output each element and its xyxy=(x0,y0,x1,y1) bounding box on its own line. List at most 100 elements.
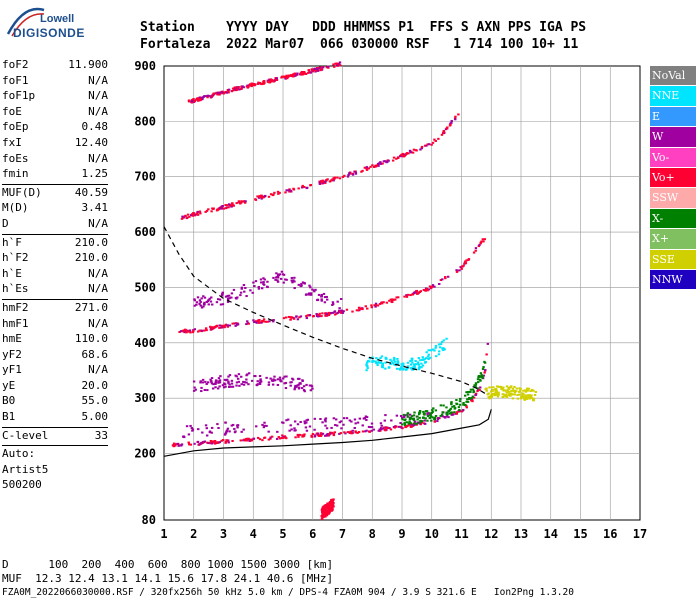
data-point-sse xyxy=(508,392,511,395)
data-point-w xyxy=(336,300,339,303)
data-point-vo xyxy=(223,91,226,94)
data-point-w xyxy=(263,421,266,424)
data-point-vo xyxy=(325,433,328,436)
data-point-x xyxy=(440,413,444,416)
data-point-nne xyxy=(368,360,371,363)
data-point-sse xyxy=(488,396,492,399)
data-point-vo xyxy=(294,436,297,439)
data-point-nne xyxy=(434,346,437,349)
data-point-vo xyxy=(193,442,196,445)
data-point-vo xyxy=(196,97,199,100)
data-point-vo xyxy=(193,99,197,102)
data-point-vo xyxy=(187,441,190,444)
data-point-w xyxy=(249,289,252,292)
param-name: yF2 xyxy=(2,347,22,361)
data-point-vo xyxy=(351,429,354,432)
data-point-vo xyxy=(199,212,202,215)
data-point-w xyxy=(266,280,269,283)
data-point-vo xyxy=(347,173,350,176)
auto-line2: Artist5 xyxy=(2,462,49,476)
data-point-w xyxy=(266,286,269,289)
data-point-vo xyxy=(415,289,418,292)
data-point-vo xyxy=(190,100,194,103)
data-point-w xyxy=(294,385,298,388)
data-point-vo xyxy=(365,168,369,171)
data-point-vo xyxy=(479,242,482,245)
data-point-vo xyxy=(270,79,273,82)
data-point-vo xyxy=(250,82,253,85)
data-point-x xyxy=(442,404,445,407)
data-point-vo xyxy=(302,70,305,73)
data-point-w xyxy=(255,425,258,428)
data-point-vo xyxy=(235,88,239,91)
data-point-vo xyxy=(381,427,385,430)
data-point-vo xyxy=(420,147,423,150)
data-point-sse xyxy=(502,389,505,392)
data-point-x xyxy=(453,407,457,410)
data-point-w xyxy=(182,435,185,438)
data-point-vo xyxy=(188,215,191,218)
data-point-vo xyxy=(320,509,324,512)
data-point-w xyxy=(320,293,323,296)
data-point-w xyxy=(305,421,308,424)
data-point-vo xyxy=(244,200,247,203)
data-point-w xyxy=(299,285,302,288)
data-point-sse xyxy=(527,387,531,390)
data-point-vo xyxy=(412,148,416,151)
y-tick-label: 900 xyxy=(134,59,156,73)
data-point-w xyxy=(224,383,227,386)
data-point-w xyxy=(290,381,293,384)
data-point-w xyxy=(199,381,202,384)
data-point-sse xyxy=(526,389,530,392)
data-point-vo xyxy=(220,91,224,94)
legend-item-vo: Vo- xyxy=(650,147,696,167)
data-point-vo xyxy=(387,159,390,162)
data-point-w xyxy=(370,426,374,429)
data-point-vo xyxy=(204,210,207,213)
data-point-w xyxy=(226,300,230,303)
data-point-w xyxy=(244,286,247,289)
data-point-vo xyxy=(239,439,242,442)
data-point-x xyxy=(466,398,469,401)
data-point-vo xyxy=(247,322,250,325)
data-point-vo xyxy=(482,240,485,243)
data-point-x xyxy=(476,378,480,381)
data-point-vo xyxy=(324,180,327,183)
data-point-sse xyxy=(532,397,535,400)
data-point-vo xyxy=(447,416,450,419)
param-value: 20.0 xyxy=(81,378,109,392)
data-point-vo xyxy=(215,441,219,444)
y-tick-label: 800 xyxy=(134,114,156,128)
data-point-vo xyxy=(223,326,226,329)
data-point-vo xyxy=(424,289,427,292)
data-point-vo xyxy=(206,96,209,99)
x-tick-label: 14 xyxy=(544,527,558,541)
data-point-sse xyxy=(512,389,515,392)
data-point-vo xyxy=(172,445,176,448)
param-row: foF1 N/A xyxy=(2,74,108,90)
data-point-w xyxy=(308,425,312,428)
data-point-sse xyxy=(528,394,532,397)
data-point-vo xyxy=(474,393,478,396)
data-point-vo xyxy=(313,434,317,437)
x-tick-label: 11 xyxy=(454,527,468,541)
data-point-vo xyxy=(364,430,367,433)
data-point-vo xyxy=(273,191,276,194)
data-point-w xyxy=(262,281,265,284)
data-point-vo xyxy=(327,311,330,314)
data-point-vo xyxy=(284,316,288,319)
data-point-vo xyxy=(188,443,191,446)
data-point-nne xyxy=(387,366,391,369)
data-point-vo xyxy=(267,81,270,84)
data-point-vo xyxy=(230,205,233,208)
data-point-vo xyxy=(180,444,183,447)
data-point-vo xyxy=(433,420,436,423)
param-name: h`E xyxy=(2,266,22,280)
data-point-vo xyxy=(349,430,352,433)
data-point-nne xyxy=(394,364,397,367)
data-point-vo xyxy=(382,301,385,304)
data-point-vo xyxy=(226,325,229,328)
data-point-vo xyxy=(186,330,190,333)
data-point-vo xyxy=(184,214,187,217)
data-point-vo xyxy=(430,287,433,290)
